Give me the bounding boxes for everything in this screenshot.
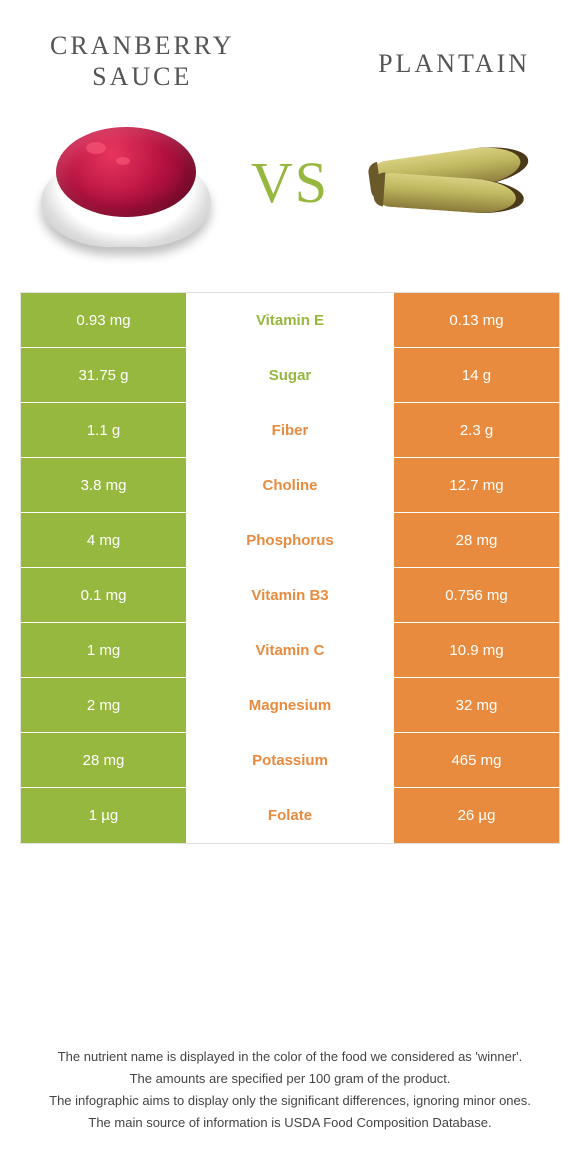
- cell-right: 465 mg: [394, 733, 559, 787]
- cell-label: Vitamin E: [186, 293, 394, 347]
- header: CRANBERRY SAUCE PLANTAIN: [0, 0, 580, 102]
- table-row: 3.8 mgCholine12.7 mg: [21, 458, 559, 513]
- cell-left: 2 mg: [21, 678, 186, 732]
- cell-label: Vitamin B3: [186, 568, 394, 622]
- cell-label: Choline: [186, 458, 394, 512]
- cell-label: Potassium: [186, 733, 394, 787]
- cell-left: 1 µg: [21, 788, 186, 843]
- cell-label: Vitamin C: [186, 623, 394, 677]
- plantain-image: [359, 107, 549, 257]
- table-row: 1 µgFolate26 µg: [21, 788, 559, 843]
- table-row: 0.93 mgVitamin E0.13 mg: [21, 293, 559, 348]
- title-left-line1: CRANBERRY: [50, 30, 235, 61]
- table-row: 4 mgPhosphorus28 mg: [21, 513, 559, 568]
- cranberry-image: [31, 107, 221, 257]
- cell-label: Phosphorus: [186, 513, 394, 567]
- footer-line: The amounts are specified per 100 gram o…: [30, 1068, 550, 1090]
- hero: VS: [0, 102, 580, 277]
- cell-label: Magnesium: [186, 678, 394, 732]
- vs-label: VS: [251, 149, 329, 216]
- cell-right: 12.7 mg: [394, 458, 559, 512]
- cell-left: 1 mg: [21, 623, 186, 677]
- cell-label: Fiber: [186, 403, 394, 457]
- cell-right: 2.3 g: [394, 403, 559, 457]
- nutrition-table: 0.93 mgVitamin E0.13 mg31.75 gSugar14 g1…: [20, 292, 560, 844]
- cell-right: 14 g: [394, 348, 559, 402]
- footer-line: The nutrient name is displayed in the co…: [30, 1046, 550, 1068]
- table-row: 1 mgVitamin C10.9 mg: [21, 623, 559, 678]
- cell-label: Folate: [186, 788, 394, 843]
- title-left-line2: SAUCE: [50, 61, 235, 92]
- cell-right: 26 µg: [394, 788, 559, 843]
- table-row: 0.1 mgVitamin B30.756 mg: [21, 568, 559, 623]
- cell-right: 0.13 mg: [394, 293, 559, 347]
- footer: The nutrient name is displayed in the co…: [30, 1046, 550, 1134]
- cell-left: 4 mg: [21, 513, 186, 567]
- title-left: CRANBERRY SAUCE: [50, 30, 235, 92]
- table-row: 28 mgPotassium465 mg: [21, 733, 559, 788]
- cell-left: 0.1 mg: [21, 568, 186, 622]
- cell-left: 1.1 g: [21, 403, 186, 457]
- table-row: 1.1 gFiber2.3 g: [21, 403, 559, 458]
- cell-right: 0.756 mg: [394, 568, 559, 622]
- cell-left: 0.93 mg: [21, 293, 186, 347]
- table-row: 31.75 gSugar14 g: [21, 348, 559, 403]
- cell-label: Sugar: [186, 348, 394, 402]
- cell-right: 10.9 mg: [394, 623, 559, 677]
- cell-left: 31.75 g: [21, 348, 186, 402]
- title-right: PLANTAIN: [378, 48, 530, 79]
- cell-right: 28 mg: [394, 513, 559, 567]
- table-row: 2 mgMagnesium32 mg: [21, 678, 559, 733]
- footer-line: The infographic aims to display only the…: [30, 1090, 550, 1112]
- cell-left: 28 mg: [21, 733, 186, 787]
- cell-left: 3.8 mg: [21, 458, 186, 512]
- footer-line: The main source of information is USDA F…: [30, 1112, 550, 1134]
- cell-right: 32 mg: [394, 678, 559, 732]
